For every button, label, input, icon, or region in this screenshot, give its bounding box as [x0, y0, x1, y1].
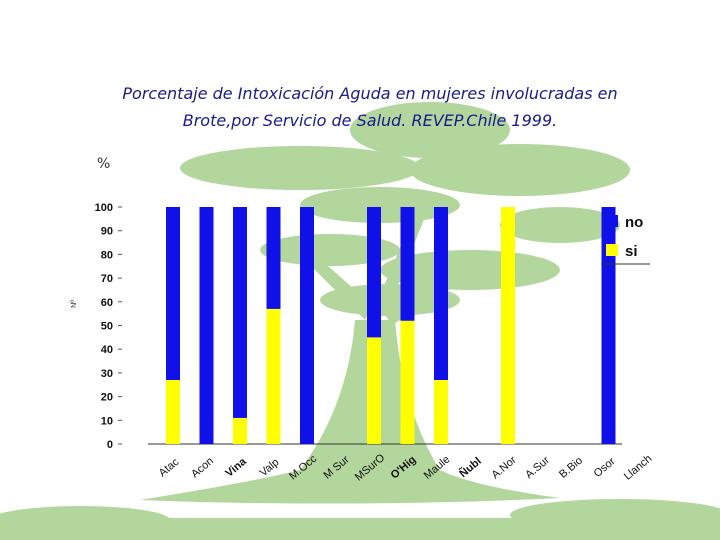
y-tick-label: 60	[101, 297, 113, 309]
legend-swatch-no	[606, 215, 618, 227]
y-tick-label: 100	[95, 202, 113, 214]
x-tick-label: Llanch	[622, 453, 655, 483]
bar-no-13	[601, 207, 616, 444]
title-line-2: Brote,por Servicio de Salud. REVEP.Chile…	[182, 111, 558, 130]
y-tick-label: 90	[101, 226, 113, 238]
x-tick-label: Acon	[189, 455, 216, 480]
y-axis-label: Nº	[71, 300, 78, 308]
bar-si-0	[166, 380, 180, 444]
y-tick-label: 10	[101, 415, 113, 427]
x-tick-label: O'Hig	[389, 454, 419, 482]
bar-si-8	[434, 380, 448, 444]
legend-label-si: si	[625, 243, 638, 260]
bar-no-6	[367, 207, 381, 338]
x-tick-label: Vina	[223, 455, 249, 480]
y-tick-label: 50	[101, 321, 113, 333]
bar-no-0	[166, 207, 180, 381]
x-tick-label: M.Occ	[287, 453, 319, 483]
x-tick-label: Osor	[592, 455, 618, 480]
bar-no-2	[233, 207, 247, 418]
x-tick-label: Maule	[422, 453, 453, 481]
bar-no-7	[400, 207, 415, 321]
y-tick-label: 0	[107, 439, 113, 451]
y-tick-label: 30	[101, 368, 113, 380]
bar-si-10	[501, 207, 515, 444]
y-tick-label: 40	[101, 344, 113, 356]
legend-label-no: no	[625, 214, 643, 231]
bar-si-3	[266, 308, 281, 444]
x-tick-label: Valp	[258, 456, 282, 479]
x-tick-label: Atac	[157, 456, 182, 480]
x-tick-label: B.Bio	[557, 455, 585, 481]
bar-no-4	[300, 207, 314, 444]
bar-no-1	[199, 207, 214, 444]
x-tick-label: MSurO	[353, 452, 388, 484]
y-tick-label: 80	[101, 249, 113, 261]
bar-si-2	[233, 417, 247, 444]
x-tick-label: M Sur	[321, 453, 351, 481]
bar-si-7	[400, 320, 415, 444]
bar-no-8	[434, 207, 448, 381]
y-tick-label: 70	[101, 273, 113, 285]
bar-si-6	[367, 337, 381, 444]
bar-no-3	[266, 207, 281, 309]
title-line-1: Porcentaje de Intoxicación Aguda en muje…	[122, 84, 618, 103]
chart-title: Porcentaje de Intoxicación Aguda en muje…	[70, 80, 670, 134]
x-tick-label: A.Sur	[523, 454, 552, 481]
y-tick-label: 20	[101, 392, 113, 404]
x-tick-label: A.Nor	[489, 454, 519, 481]
percent-label: %	[97, 156, 111, 172]
x-tick-label: Ñubl	[457, 454, 484, 480]
legend-swatch-si	[606, 244, 618, 256]
